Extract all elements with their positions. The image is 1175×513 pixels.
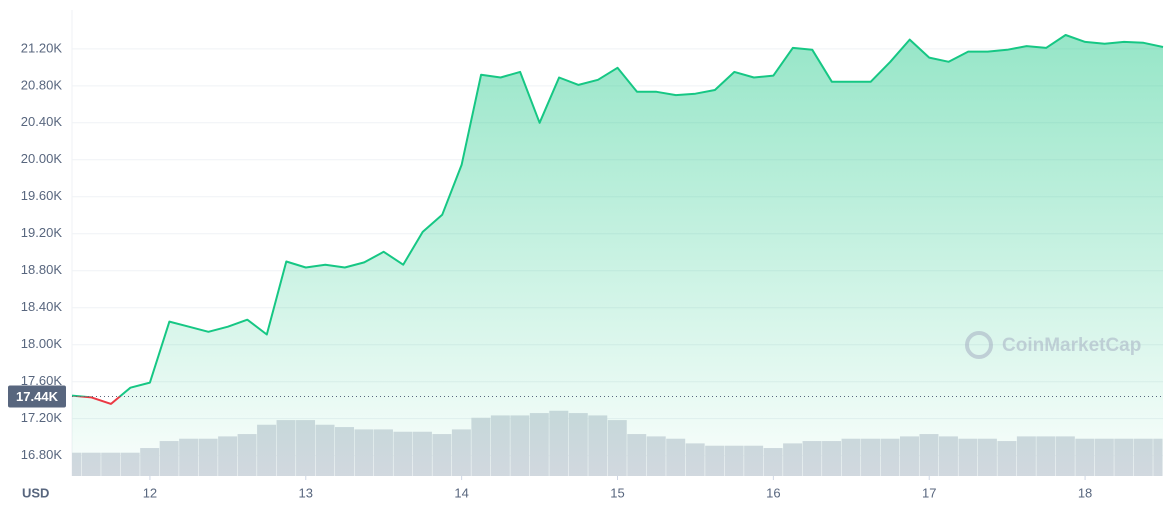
price-line	[71, 34, 1164, 405]
watermark-text: CoinMarketCap	[1002, 335, 1141, 356]
y-tick-label: 19.20K	[21, 225, 63, 240]
x-tick-label: 14	[454, 485, 468, 500]
x-tick-label: 16	[766, 485, 780, 500]
x-tick-label: 12	[143, 485, 157, 500]
y-tick-label: 20.40K	[21, 114, 63, 129]
x-tick-label: 13	[299, 485, 313, 500]
labels: 16.80K 17.20K 17.60K 18.00K 18.40K 18.80K 19.2…	[8, 40, 1163, 500]
baseline-label-box	[8, 385, 66, 408]
y-tick-label: 20.80K	[21, 77, 63, 92]
x-tick-label: 15	[610, 485, 624, 500]
currency-label: USD	[22, 485, 49, 500]
y-tick-label: 16.80K	[21, 447, 63, 462]
x-tick-label: 17	[922, 485, 936, 500]
y-tick-label: 19.60K	[21, 188, 63, 203]
y-tick-label: 17.60K	[21, 373, 63, 388]
y-tick-label: 18.80K	[21, 262, 63, 277]
price-area-fill	[72, 35, 1163, 476]
watermark: CoinMarketCap	[965, 331, 1141, 359]
x-tick-label: 18	[1078, 485, 1092, 500]
baseline-label: 17.44K	[16, 389, 59, 404]
y-tick-label: 18.40K	[21, 299, 63, 314]
y-tick-label: 17.20K	[21, 410, 63, 425]
y-tick-label: 21.20K	[21, 40, 63, 55]
y-tick-label: 18.00K	[21, 336, 63, 351]
y-tick-label: 20.00K	[21, 151, 63, 166]
price-area	[71, 34, 1164, 476]
